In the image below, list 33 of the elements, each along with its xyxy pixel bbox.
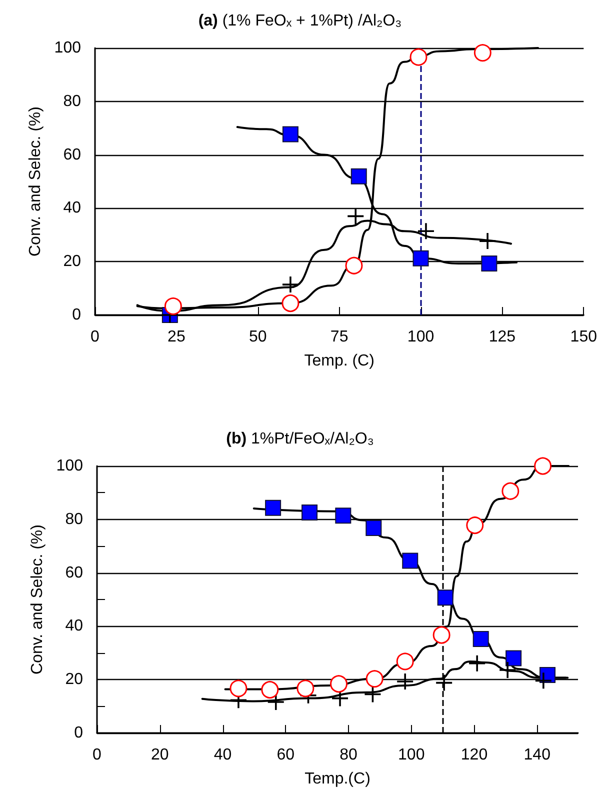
- x-tick-label: 0: [92, 746, 102, 764]
- chart-title: (a) (1% FeOₓ + 1%Pt) /Al₂O₃: [198, 12, 402, 30]
- x-tick-label: 60: [276, 746, 295, 764]
- x-tick-label: 120: [460, 746, 488, 764]
- x-tick-label: 20: [150, 746, 169, 764]
- x-tick-label: 0: [90, 328, 100, 346]
- y-tick-label: 40: [63, 200, 82, 217]
- x-tick-label: 75: [330, 328, 348, 346]
- x-tick-label: 50: [248, 328, 267, 346]
- x-tick-label: 125: [488, 328, 516, 346]
- chart-title: (b) 1%Pt/FeOₓ/Al₂O₃: [226, 430, 374, 448]
- y-tick-label: 0: [72, 306, 82, 324]
- y-tick-label: 100: [54, 40, 82, 56]
- y-tick-label: 20: [63, 253, 82, 270]
- x-tick-label: 80: [340, 746, 358, 764]
- y-axis-title: Conv. and Selec. (%): [28, 524, 46, 674]
- y-tick-label: 60: [63, 146, 82, 164]
- x-tick-label: 40: [214, 746, 232, 764]
- y-tick-label: 60: [65, 564, 84, 582]
- x-tick-label: 150: [570, 328, 598, 346]
- y-tick-label: 80: [65, 510, 84, 528]
- y-tick-label: 80: [63, 92, 82, 110]
- y-tick-label: 40: [65, 618, 84, 635]
- x-axis-title: Temp. (C): [304, 352, 374, 370]
- x-tick-label: 25: [168, 328, 186, 346]
- y-tick-label: 20: [65, 671, 84, 688]
- y-axis-title: Conv. and Selec. (%): [26, 106, 44, 256]
- x-tick-label: 100: [398, 746, 425, 764]
- x-axis-title: Temp.(C): [304, 770, 370, 788]
- x-tick-label: 100: [407, 328, 434, 346]
- x-tick-label: 140: [524, 746, 551, 764]
- y-tick-label: 100: [56, 458, 84, 474]
- y-tick-label: 0: [74, 724, 84, 742]
